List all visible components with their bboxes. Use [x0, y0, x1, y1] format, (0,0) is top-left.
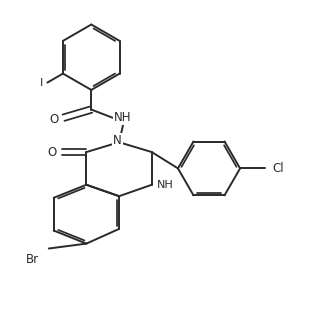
Text: NH: NH	[114, 111, 131, 124]
Text: Cl: Cl	[273, 162, 284, 175]
Text: NH: NH	[157, 180, 173, 190]
Text: O: O	[49, 113, 58, 126]
Text: I: I	[40, 77, 43, 88]
Text: Br: Br	[26, 253, 39, 267]
Text: O: O	[47, 146, 57, 159]
Text: N: N	[113, 134, 122, 147]
